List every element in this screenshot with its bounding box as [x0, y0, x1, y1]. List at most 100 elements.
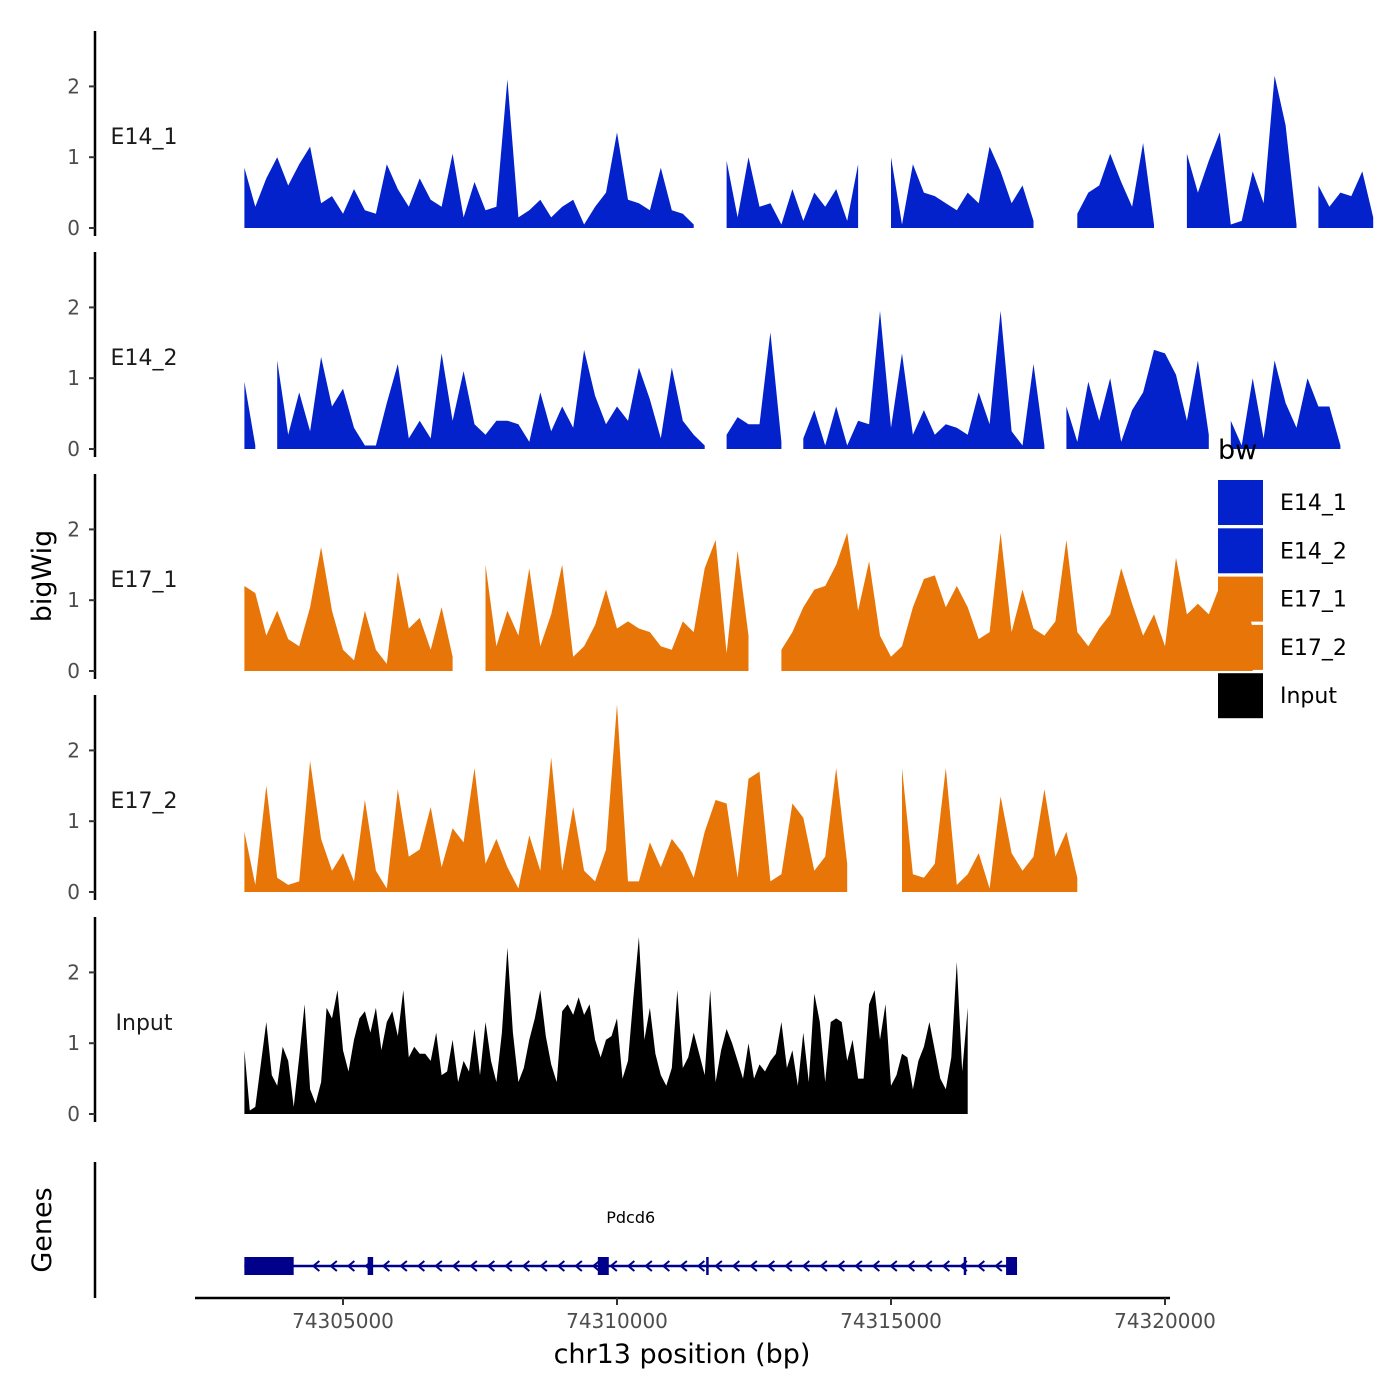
strand-arrow	[574, 1260, 583, 1272]
strand-arrow	[311, 1260, 321, 1272]
strand-arrow	[486, 1260, 496, 1272]
legend-swatch-E17_2	[1218, 624, 1263, 670]
signal-area-E14_2	[1066, 349, 1209, 449]
x-axis-title: chr13 position (bp)	[554, 1339, 811, 1370]
legend-entries: E14_1 E14_2 E17_1 E17_2 Input	[1218, 480, 1347, 719]
signal-area-Input	[244, 937, 968, 1114]
y-tick-label: 0	[67, 1102, 80, 1126]
strand-arrow	[819, 1260, 828, 1272]
y-tick-label: 0	[67, 216, 80, 240]
track-Input: 0 1 2 Input	[67, 917, 968, 1126]
x-axis: 74305000 74310000 74315000 74320000 chr13 p…	[195, 1296, 1216, 1370]
y-tick-label: 1	[67, 145, 80, 169]
x-tick-label: 74320000	[1114, 1309, 1216, 1333]
gene-layer: Pdcd6	[244, 1208, 1018, 1275]
y-tick-label: 0	[67, 880, 80, 904]
strand-arrow	[696, 1260, 706, 1272]
signal-area-E14_1	[891, 146, 1034, 228]
x-tick-label: 74310000	[566, 1309, 668, 1333]
signal-area-E14_2	[1230, 360, 1341, 449]
y-tick-label: 2	[67, 738, 80, 762]
strand-arrow	[941, 1260, 951, 1272]
x-tick-label: 74315000	[840, 1309, 942, 1333]
x-tick-label: 74305000	[292, 1309, 394, 1333]
gene-exon	[367, 1257, 374, 1275]
strand-arrow	[836, 1260, 846, 1272]
signal-area-E14_2	[803, 310, 1045, 449]
signal-area-E14_2	[277, 349, 705, 449]
y-tick-label: 2	[67, 295, 80, 319]
strand-arrow	[714, 1260, 723, 1272]
strand-arrow	[451, 1260, 461, 1272]
strand-arrow	[329, 1260, 338, 1272]
strand-arrow	[399, 1260, 408, 1272]
signal-area-E14_1	[244, 79, 694, 228]
track-E14_2: 0 1 2 E14_2	[67, 252, 1341, 461]
signal-area-E14_1	[1077, 143, 1154, 228]
gene-exon	[1006, 1257, 1018, 1275]
legend-label: E17_1	[1280, 588, 1347, 613]
signal-area-E17_1	[781, 532, 1253, 671]
track-label: E14_2	[111, 346, 178, 371]
signal-area-E14_1	[726, 157, 859, 228]
legend-swatch-Input	[1218, 673, 1263, 719]
track-label: E17_2	[111, 789, 178, 814]
strand-arrow	[521, 1260, 531, 1272]
tracks-layer: 0 1 2 E14_1 0 1 2 E14_2 0 1 2 E17_1 0 1 2 E17_2 0 1 2 Input	[67, 31, 1374, 1126]
y-tick-label: 1	[67, 1031, 80, 1055]
strand-arrow	[801, 1260, 811, 1272]
track-E17_1: 0 1 2 E17_1	[67, 474, 1253, 683]
y-axis-title: bigWig	[27, 530, 58, 623]
strand-arrow	[591, 1260, 601, 1272]
legend-label: E17_2	[1280, 636, 1347, 661]
strand-arrow	[784, 1260, 793, 1272]
y-tick-label: 0	[67, 659, 80, 683]
y-tick-label: 2	[67, 960, 80, 984]
strand-arrow	[749, 1260, 758, 1272]
legend-swatch-E14_2	[1218, 528, 1263, 574]
legend-title: bw	[1218, 435, 1257, 466]
strand-arrow	[626, 1260, 636, 1272]
strand-arrow	[346, 1260, 356, 1272]
legend-swatch-E17_1	[1218, 576, 1263, 622]
y-tick-label: 1	[67, 366, 80, 390]
gene-exon	[597, 1257, 609, 1275]
signal-area-E14_1	[1318, 171, 1374, 228]
strand-arrow	[504, 1260, 513, 1272]
legend-label: Input	[1280, 684, 1337, 709]
y-tick-label: 2	[67, 517, 80, 541]
genes-panel: Genes Pdcd6	[27, 1162, 1018, 1298]
gene-exon	[244, 1257, 294, 1275]
strand-arrow	[924, 1260, 933, 1272]
strand-arrow	[854, 1260, 863, 1272]
signal-area-E17_2	[244, 704, 848, 892]
signal-area-E17_2	[902, 768, 1078, 892]
x-ticks: 74305000 74310000 74315000 74320000	[292, 1298, 1216, 1333]
signal-area-E14_2	[726, 332, 782, 449]
y-tick-label: 1	[67, 588, 80, 612]
strand-arrow	[976, 1260, 986, 1272]
track-label: E17_1	[111, 568, 178, 593]
legend-label: E14_1	[1280, 491, 1347, 516]
legend-swatch-E14_1	[1218, 480, 1263, 525]
strand-arrow	[469, 1260, 478, 1272]
strand-arrow	[731, 1260, 741, 1272]
strand-arrow	[434, 1260, 443, 1272]
y-tick-label: 2	[67, 74, 80, 98]
strand-arrow	[609, 1260, 618, 1272]
strand-arrow	[994, 1260, 1003, 1272]
signal-area-E14_1	[1186, 75, 1297, 228]
y-tick-label: 0	[67, 437, 80, 461]
legend: bw E14_1 E14_2 E17_1 E17_2 Input	[1218, 435, 1347, 719]
signal-area-E14_2	[244, 381, 256, 449]
strand-arrow	[416, 1260, 426, 1272]
signal-area-E17_1	[485, 540, 749, 671]
strand-arrow	[679, 1260, 688, 1272]
strand-arrow	[381, 1260, 391, 1272]
strand-arrow	[889, 1260, 898, 1272]
strand-arrow	[906, 1260, 916, 1272]
track-E14_1: 0 1 2 E14_1	[67, 31, 1374, 240]
track-label: Input	[116, 1011, 173, 1036]
strand-arrow	[644, 1260, 653, 1272]
